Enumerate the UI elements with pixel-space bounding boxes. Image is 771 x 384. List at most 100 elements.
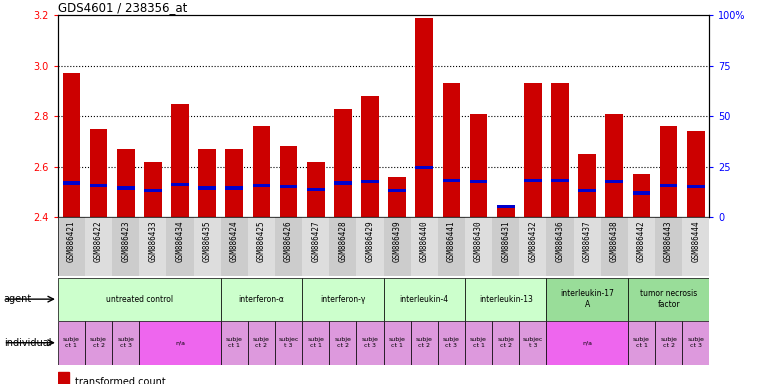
Text: GSM886423: GSM886423	[121, 220, 130, 262]
Bar	[112, 321, 140, 365]
Bar	[416, 18, 433, 217]
Text: GSM886434: GSM886434	[176, 220, 184, 262]
Bar	[253, 184, 271, 187]
Text: n/a: n/a	[582, 340, 592, 345]
Bar	[356, 321, 383, 365]
Text: GSM886444: GSM886444	[692, 220, 700, 262]
Text: subje
ct 3: subje ct 3	[362, 337, 379, 348]
Text: GSM886443: GSM886443	[664, 220, 673, 262]
Bar	[628, 217, 655, 276]
Bar	[302, 217, 329, 276]
Bar	[280, 146, 298, 217]
Text: GSM886433: GSM886433	[148, 220, 157, 262]
Text: GSM886436: GSM886436	[556, 220, 564, 262]
Bar	[655, 217, 682, 276]
Bar	[578, 154, 596, 217]
Bar	[307, 162, 325, 217]
Bar	[547, 278, 628, 321]
Bar	[117, 186, 134, 190]
Bar	[62, 73, 80, 217]
Bar	[633, 174, 650, 217]
Bar	[144, 189, 162, 192]
Bar	[89, 184, 107, 187]
Bar	[578, 189, 596, 192]
Text: GSM886424: GSM886424	[230, 220, 239, 262]
Bar	[497, 205, 514, 208]
Text: GSM886442: GSM886442	[637, 220, 646, 262]
Bar	[225, 149, 243, 217]
Text: GDS4601 / 238356_at: GDS4601 / 238356_at	[58, 1, 187, 14]
Bar	[628, 321, 655, 365]
Bar	[140, 321, 221, 365]
Text: subje
ct 2: subje ct 2	[660, 337, 677, 348]
Text: GSM886422: GSM886422	[94, 220, 103, 262]
Bar	[117, 149, 134, 217]
Text: subjec
t 3: subjec t 3	[278, 337, 298, 348]
Bar	[58, 372, 69, 384]
Bar	[144, 162, 162, 217]
Text: subje
ct 1: subje ct 1	[226, 337, 243, 348]
Bar	[58, 321, 85, 365]
Text: interferon-γ: interferon-γ	[320, 295, 365, 304]
Bar	[171, 182, 189, 186]
Bar	[112, 217, 140, 276]
Text: GSM886425: GSM886425	[257, 220, 266, 262]
Bar	[302, 278, 383, 321]
Bar	[58, 278, 221, 321]
Text: subje
ct 1: subje ct 1	[470, 337, 487, 348]
Text: tumor necrosis
factor: tumor necrosis factor	[640, 290, 697, 309]
Text: subje
ct 2: subje ct 2	[90, 337, 107, 348]
Text: transformed count: transformed count	[75, 377, 166, 384]
Text: subje
ct 2: subje ct 2	[253, 337, 270, 348]
Bar	[411, 217, 438, 276]
Bar	[443, 83, 460, 217]
Bar	[58, 217, 85, 276]
Bar	[438, 321, 465, 365]
Bar	[520, 217, 547, 276]
Text: GSM886428: GSM886428	[338, 220, 348, 262]
Bar	[85, 217, 112, 276]
Bar	[221, 278, 302, 321]
Text: agent: agent	[4, 294, 32, 304]
Text: subje
ct 1: subje ct 1	[389, 337, 406, 348]
Text: subje
ct 2: subje ct 2	[416, 337, 433, 348]
Bar	[221, 217, 247, 276]
Bar	[361, 96, 379, 217]
Bar	[194, 217, 221, 276]
Bar	[302, 321, 329, 365]
Bar	[247, 217, 275, 276]
Bar	[628, 278, 709, 321]
Bar	[465, 278, 547, 321]
Bar	[411, 321, 438, 365]
Text: GSM886439: GSM886439	[392, 220, 402, 262]
Bar	[171, 104, 189, 217]
Text: interleukin-13: interleukin-13	[479, 295, 533, 304]
Bar	[601, 217, 628, 276]
Bar	[89, 129, 107, 217]
Bar	[140, 217, 167, 276]
Bar	[167, 217, 194, 276]
Bar	[225, 186, 243, 190]
Text: GSM886435: GSM886435	[203, 220, 211, 262]
Bar	[524, 83, 542, 217]
Bar	[465, 321, 492, 365]
Bar	[383, 321, 411, 365]
Bar	[687, 185, 705, 189]
Text: GSM886432: GSM886432	[528, 220, 537, 262]
Bar	[492, 217, 520, 276]
Bar	[389, 177, 406, 217]
Bar	[574, 217, 601, 276]
Bar	[329, 217, 356, 276]
Bar	[389, 189, 406, 192]
Bar	[280, 185, 298, 189]
Bar	[633, 191, 650, 195]
Bar	[524, 179, 542, 182]
Bar	[383, 217, 411, 276]
Bar	[547, 217, 574, 276]
Text: subje
ct 2: subje ct 2	[335, 337, 352, 348]
Text: subje
ct 1: subje ct 1	[63, 337, 80, 348]
Text: GSM886427: GSM886427	[311, 220, 320, 262]
Bar	[416, 166, 433, 169]
Bar	[470, 180, 487, 183]
Bar	[605, 180, 623, 183]
